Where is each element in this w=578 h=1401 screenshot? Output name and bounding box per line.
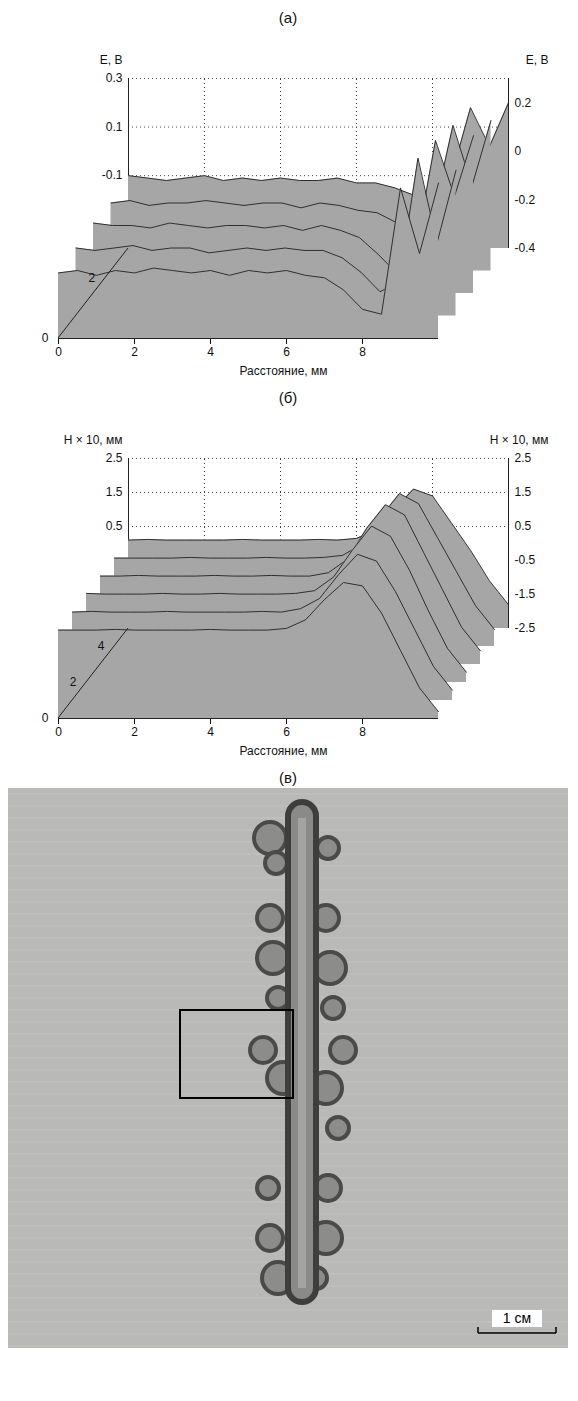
svg-text:H × 10, мм: H × 10, мм <box>64 433 123 447</box>
svg-text:-2.5: -2.5 <box>515 621 536 635</box>
svg-text:4: 4 <box>207 725 214 739</box>
svg-text:2: 2 <box>88 271 95 285</box>
svg-text:4: 4 <box>98 639 105 653</box>
svg-text:Расстояние, мм: Расстояние, мм <box>240 744 328 758</box>
svg-text:0: 0 <box>42 331 49 345</box>
svg-text:2: 2 <box>70 675 77 689</box>
svg-text:2: 2 <box>131 345 138 359</box>
svg-text:0.5: 0.5 <box>106 519 123 533</box>
svg-text:E, В: E, В <box>526 53 549 67</box>
svg-text:1.5: 1.5 <box>106 485 123 499</box>
html-text:(б): (б) <box>278 389 298 406</box>
svg-text:2.5: 2.5 <box>106 451 123 465</box>
svg-text:0: 0 <box>55 725 62 739</box>
svg-text:-0.2: -0.2 <box>515 193 536 207</box>
svg-text:1 см: 1 см <box>503 1310 531 1326</box>
svg-text:0.2: 0.2 <box>515 96 532 110</box>
svg-text:0.5: 0.5 <box>515 519 532 533</box>
svg-text:-1.5: -1.5 <box>515 587 536 601</box>
svg-text:0.3: 0.3 <box>106 71 123 85</box>
svg-text:-0.4: -0.4 <box>515 241 536 255</box>
html-text:(а): (а) <box>278 9 298 26</box>
svg-text:2.5: 2.5 <box>515 451 532 465</box>
svg-text:1.5: 1.5 <box>515 485 532 499</box>
svg-text:2: 2 <box>131 725 138 739</box>
svg-text:0.1: 0.1 <box>106 120 123 134</box>
svg-text:H × 10, мм: H × 10, мм <box>490 433 549 447</box>
svg-text:4: 4 <box>207 345 214 359</box>
html-text:(в): (в) <box>279 769 297 786</box>
svg-text:E, В: E, В <box>100 53 123 67</box>
svg-text:8: 8 <box>359 725 366 739</box>
svg-text:0: 0 <box>515 144 522 158</box>
svg-text:8: 8 <box>359 345 366 359</box>
svg-text:-0.5: -0.5 <box>515 553 536 567</box>
svg-text:6: 6 <box>283 345 290 359</box>
svg-text:Расстояние, мм: Расстояние, мм <box>240 364 328 378</box>
svg-text:6: 6 <box>283 725 290 739</box>
svg-text:0: 0 <box>42 711 49 725</box>
svg-text:-0.1: -0.1 <box>102 168 123 182</box>
svg-text:0: 0 <box>55 345 62 359</box>
